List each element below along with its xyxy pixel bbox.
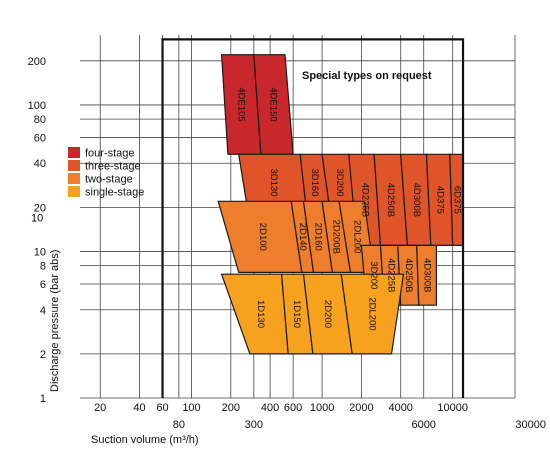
- region-label: 4D250B: [385, 183, 396, 217]
- y-tick-label: 200: [28, 56, 46, 68]
- y-tick-label: 2: [40, 349, 46, 361]
- region-label: 4D225B: [360, 183, 371, 217]
- special-types-frame: [161, 38, 465, 398]
- x-tick-label-lower: 6000: [411, 419, 435, 431]
- x-tick-label: 4000: [388, 402, 412, 414]
- x-tick-label: 40: [133, 402, 145, 414]
- special-types-border: [161, 38, 465, 398]
- axes: 20 40 60 100 200 400 600 1000 2000 4000 10000 80 300…: [28, 56, 546, 431]
- region-label: 3D200: [334, 169, 345, 197]
- y-tick-label: 4: [40, 305, 46, 317]
- y-tick-label: 100: [28, 100, 46, 112]
- legend-label-single-stage: single-stage: [85, 187, 144, 199]
- region-label: 6D375: [452, 186, 463, 214]
- region-label: 3D130: [268, 169, 279, 197]
- region-label: 4D300B: [422, 258, 433, 292]
- x-tick-label: 2000: [349, 402, 373, 414]
- y-tick-label: 10: [34, 247, 46, 259]
- x-tick-label: 400: [261, 402, 279, 414]
- legend-swatch-single-stage: [68, 186, 80, 197]
- y-tick-label: 20: [34, 202, 46, 214]
- x-tick-label: 100: [182, 402, 200, 414]
- region-label: 2D140: [297, 223, 308, 251]
- y-tick-label-extra: 10: [31, 213, 43, 225]
- region-label: 2DL200: [352, 220, 363, 253]
- region-4d300b-two-stage: [416, 244, 437, 306]
- x-tick-label-lower: 30000: [515, 419, 546, 431]
- region-label: 4DE150: [268, 87, 279, 121]
- region-label: 4D300B: [411, 183, 422, 217]
- y-axis-title: Discharge pressure (bar abs): [49, 250, 61, 392]
- y-tick-label: 6: [40, 279, 46, 291]
- region-label: 4DE105: [236, 87, 247, 121]
- legend-swatch-four-stage: [68, 147, 80, 158]
- y-tick-label: 40: [34, 158, 46, 170]
- y-tick-label: 8: [40, 261, 46, 273]
- y-tick-label: 1: [40, 393, 46, 405]
- region-label: 4D225B: [385, 258, 396, 292]
- legend: four-stagethree-stagetwo-stagesingle-sta…: [68, 147, 144, 199]
- legend-label-three-stage: three-stage: [85, 161, 141, 173]
- legend-swatch-three-stage: [68, 160, 80, 171]
- region-label: 2D100: [257, 223, 268, 251]
- x-tick-label-lower: 300: [245, 419, 263, 431]
- x-tick-label: 1000: [310, 402, 334, 414]
- region-label: 2D160: [312, 223, 323, 251]
- region-label: 2D200: [322, 300, 333, 328]
- region-label: 2DL200: [367, 297, 378, 330]
- y-tick-label: 80: [34, 114, 46, 126]
- legend-swatch-two-stage: [68, 173, 80, 184]
- x-tick-label-lower: 80: [173, 419, 185, 431]
- x-tick-label: 10000: [437, 402, 468, 414]
- x-tick-label: 200: [222, 402, 240, 414]
- region-label: 1D130: [255, 300, 266, 328]
- region-2dl200-single-stage: [340, 273, 405, 355]
- region-label: 2D200B: [331, 220, 342, 254]
- x-axis-title: Suction volume (m³/h): [91, 434, 199, 446]
- region-label: 4D375: [434, 186, 445, 214]
- legend-label-four-stage: four-stage: [85, 148, 135, 160]
- annotation-special-types: Special types on request: [302, 70, 432, 82]
- x-tick-label: 600: [284, 402, 302, 414]
- region-label: 1D150: [291, 300, 302, 328]
- region-areas: 4DE105 4DE150 3D130 3D160 3D200 4D225B 4D250B 4…: [217, 54, 464, 355]
- x-tick-label: 60: [156, 402, 168, 414]
- region-label: 3D160: [309, 169, 320, 197]
- region-label: 4D250B: [403, 258, 414, 292]
- region-label: 3D200: [368, 261, 379, 289]
- legend-label-two-stage: two-stage: [85, 174, 133, 186]
- y-tick-label: 60: [34, 132, 46, 144]
- x-tick-label: 20: [94, 402, 106, 414]
